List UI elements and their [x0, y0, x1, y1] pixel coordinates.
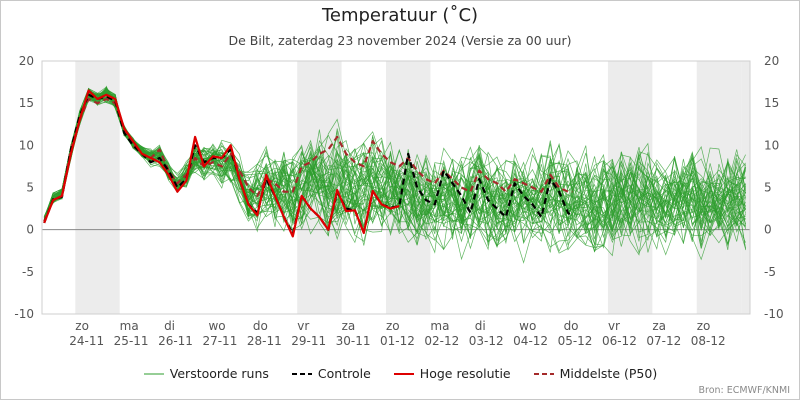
y-tick-label-right: -10 [764, 307, 784, 321]
legend-item-control[interactable]: Controle [291, 366, 371, 381]
y-tick-label-left: 15 [19, 96, 34, 110]
y-tick-label-right: 20 [764, 54, 779, 68]
x-tick-date-label: 01-12 [380, 334, 415, 348]
legend: Verstoorde runs Controle Hoge resolutie … [0, 366, 800, 381]
chart-title: Temperatuur (˚C) [321, 5, 479, 26]
x-tick-day-label: zo [386, 319, 400, 333]
x-tick-day-label: ma [430, 319, 449, 333]
y-tick-label-left: 5 [26, 181, 34, 195]
ensemble-run [43, 94, 746, 234]
y-tick-label-left: -10 [14, 307, 34, 321]
x-tick-day-label: di [475, 319, 486, 333]
x-tick-date-label: 04-12 [513, 334, 548, 348]
x-tick-date-label: 30-11 [336, 334, 371, 348]
series-line-median [43, 97, 573, 222]
x-tick-day-label: za [342, 319, 356, 333]
x-tick-date-label: 02-12 [424, 334, 459, 348]
x-tick-date-label: 29-11 [291, 334, 326, 348]
legend-label-ensemble: Verstoorde runs [169, 366, 269, 381]
y-tick-label-left: 0 [26, 223, 34, 237]
x-tick-date-label: 03-12 [469, 334, 504, 348]
y-tick-label-right: 10 [764, 138, 779, 152]
ensemble-run [43, 91, 746, 252]
x-tick-date-label: 25-11 [114, 334, 149, 348]
x-tick-date-label: 24-11 [69, 334, 104, 348]
y-tick-label-right: 0 [764, 223, 772, 237]
x-tick-day-label: do [564, 319, 579, 333]
x-tick-date-label: 08-12 [691, 334, 726, 348]
x-tick-date-label: 26-11 [158, 334, 193, 348]
legend-swatch-ensemble [143, 373, 164, 374]
x-tick-day-label: di [164, 319, 175, 333]
legend-item-hires[interactable]: Hoge resolutie [393, 366, 511, 381]
y-tick-label-left: 10 [19, 138, 34, 152]
y-tick-label-right: 5 [764, 181, 772, 195]
x-tick-date-label: 06-12 [602, 334, 637, 348]
x-tick-day-label: zo [697, 319, 711, 333]
ensemble-run [43, 93, 746, 235]
x-tick-day-label: za [652, 319, 666, 333]
x-tick-date-label: 07-12 [646, 334, 681, 348]
x-tick-day-label: do [253, 319, 268, 333]
y-tick-label-right: -5 [764, 265, 776, 279]
x-tick-date-label: 27-11 [202, 334, 237, 348]
legend-swatch-control [291, 372, 312, 375]
x-tick-day-label: ma [120, 319, 139, 333]
legend-label-control: Controle [317, 366, 371, 381]
main-series [43, 89, 574, 238]
legend-label-hires: Hoge resolutie [419, 366, 511, 381]
ensemble-run [43, 90, 746, 245]
x-tick-day-label: wo [208, 319, 225, 333]
legend-swatch-hires [393, 372, 414, 375]
y-tick-label-left: 20 [19, 54, 34, 68]
legend-label-median: Middelste (P50) [559, 366, 658, 381]
source-note: Bron: ECMWF/KNMI [698, 385, 791, 396]
x-tick-day-label: zo [75, 319, 89, 333]
x-tick-date-label: 05-12 [558, 334, 593, 348]
chart-subtitle: De Bilt, zaterdag 23 november 2024 (Vers… [228, 33, 572, 48]
legend-swatch-median [533, 372, 554, 375]
x-tick-day-label: vr [297, 319, 309, 333]
x-tick-date-label: 28-11 [247, 334, 282, 348]
y-tick-label-right: 15 [764, 96, 779, 110]
legend-item-median[interactable]: Middelste (P50) [533, 366, 658, 381]
legend-item-ensemble[interactable]: Verstoorde runs [143, 366, 269, 381]
x-tick-day-label: vr [608, 319, 620, 333]
x-tick-day-label: wo [519, 319, 536, 333]
plot-border [41, 60, 751, 315]
series-line-hires [43, 89, 400, 238]
y-tick-label-left: -5 [22, 265, 34, 279]
